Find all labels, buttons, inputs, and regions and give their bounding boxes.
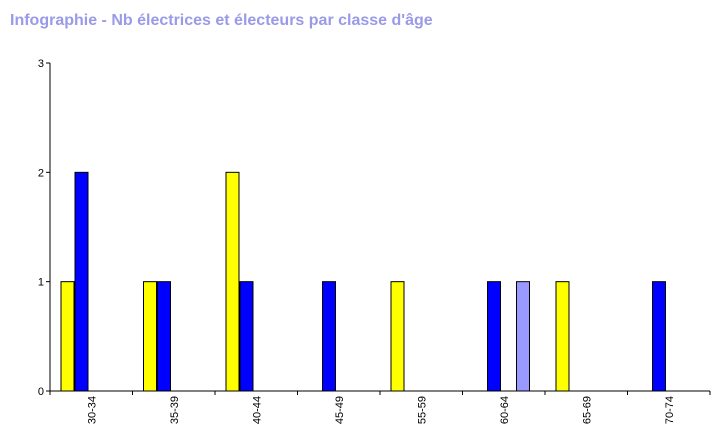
x-tick-label: 35-39	[169, 396, 181, 424]
x-tick-label: 65-69	[581, 396, 593, 424]
bar-70-74-series-2	[652, 281, 666, 392]
bar-40-44-series-2	[239, 281, 254, 392]
x-tick-label: 55-59	[416, 396, 428, 424]
bar-55-59-series-1	[390, 281, 405, 392]
bar-60-64-series-3	[516, 281, 530, 392]
y-tick-label: 0	[38, 386, 44, 398]
bar-30-34-series-1	[60, 281, 75, 392]
chart-title: Infographie - Nb électrices et électeurs…	[10, 12, 433, 29]
y-tick-label: 1	[38, 277, 44, 289]
x-tick-label: 70-74	[664, 396, 676, 424]
y-tick-label: 2	[38, 167, 44, 179]
x-tick-label: 40-44	[251, 396, 263, 424]
bar-60-64-series-2	[487, 281, 501, 392]
bar-35-39-series-1	[143, 281, 157, 392]
x-tick-label: 45-49	[334, 396, 346, 424]
x-tick-label: 30-34	[86, 396, 98, 424]
bar-65-69-series-1	[555, 281, 570, 392]
y-tick-label: 3	[38, 58, 44, 70]
bar-35-39-series-2	[157, 281, 171, 392]
bar-30-34-series-2	[74, 171, 89, 392]
bar-40-44-series-1	[225, 171, 240, 392]
bar-45-49-series-2	[322, 281, 336, 392]
x-tick-label: 60-64	[499, 396, 511, 424]
